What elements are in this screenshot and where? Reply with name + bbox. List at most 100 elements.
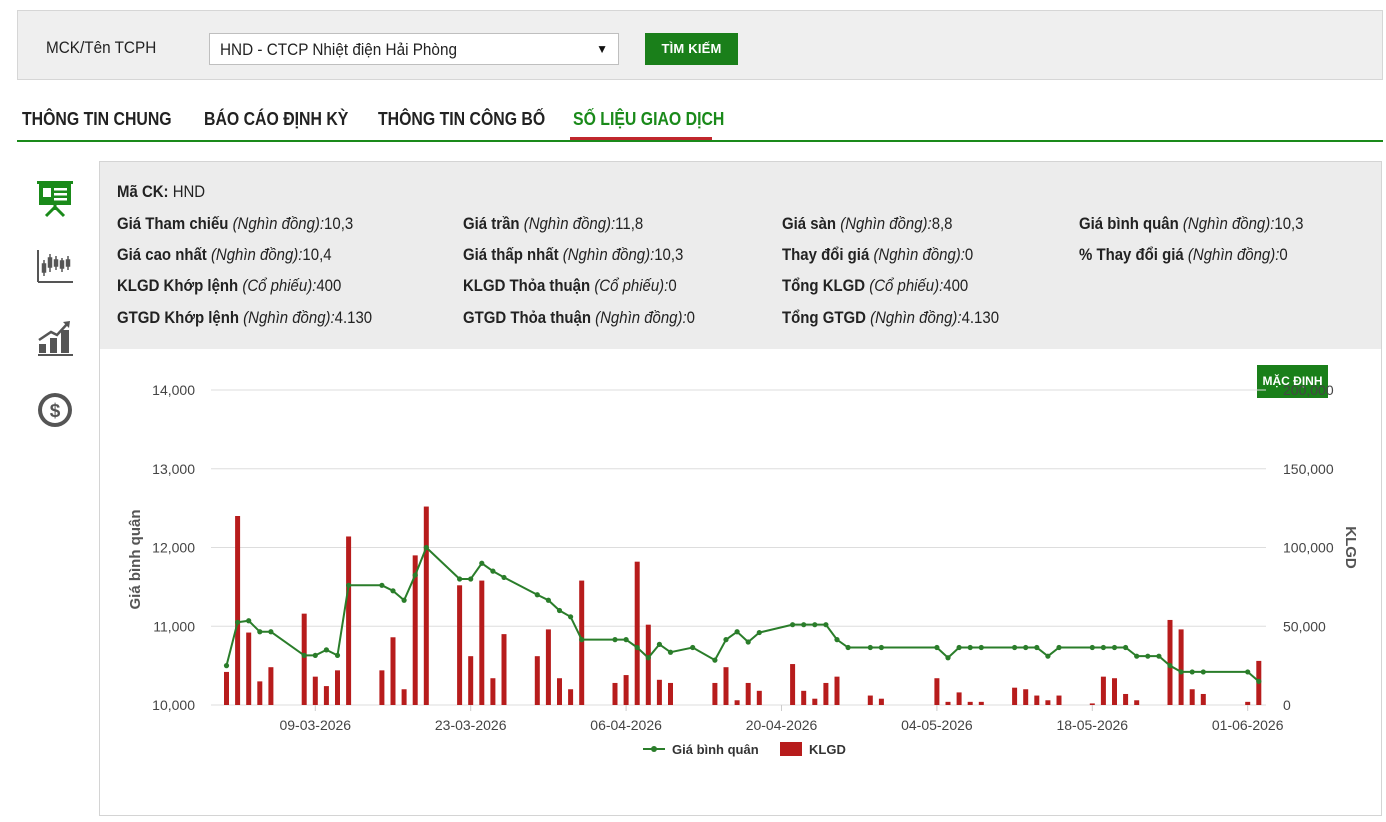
- matched-volume-info: KLGD Khớp lệnh (Cổ phiếu):400: [117, 276, 342, 295]
- price-point: [246, 618, 252, 624]
- price-point: [412, 572, 418, 578]
- price-point: [1189, 669, 1195, 675]
- price-point: [756, 629, 762, 636]
- y-left-tick-label: 13,000: [152, 461, 195, 477]
- volume-bar: [967, 701, 973, 705]
- tab-trading-data[interactable]: SỐ LIỆU GIAO DỊCH: [573, 109, 725, 129]
- price-point: [568, 614, 574, 620]
- price-point: [501, 574, 507, 581]
- price-point: [1034, 644, 1040, 651]
- volume-bar: [501, 634, 507, 705]
- volume-bar: [268, 667, 274, 705]
- price-point: [690, 644, 696, 651]
- price-point: [257, 629, 263, 635]
- price-point: [556, 607, 563, 614]
- bar-growth-icon[interactable]: [35, 318, 75, 358]
- volume-bar: [246, 632, 252, 705]
- company-select-value: HND - CTCP Nhiệt điện Hải Phòng: [220, 40, 457, 59]
- price-point: [579, 637, 585, 643]
- price-point: [712, 657, 718, 663]
- price-point: [1111, 644, 1118, 651]
- x-tick-label: 09-03-2026: [279, 717, 351, 733]
- price-point: [1089, 644, 1095, 651]
- volume-bar: [323, 686, 329, 705]
- volume-bar: [712, 682, 718, 705]
- svg-text:$: $: [50, 401, 61, 422]
- price-point: [534, 592, 540, 598]
- matched-value-info: GTGD Khớp lệnh (Nghìn đồng):4.130: [117, 308, 373, 327]
- candlestick-icon[interactable]: [35, 246, 75, 286]
- pct-change-info: % Thay đổi giá (Nghìn đồng):0: [1079, 245, 1288, 264]
- volume-bar: [224, 671, 229, 705]
- dollar-coin-icon[interactable]: $: [35, 390, 75, 430]
- presentation-icon[interactable]: [35, 178, 75, 218]
- volume-bar: [534, 656, 540, 705]
- volume-bar: [745, 682, 751, 705]
- volume-bar: [956, 692, 962, 705]
- y-right-tick-label: 200,000: [1283, 382, 1334, 398]
- price-point: [645, 655, 651, 661]
- high-price-info: Giá cao nhất (Nghìn đồng):10,4: [117, 245, 332, 264]
- price-point: [1056, 644, 1062, 651]
- price-point: [967, 644, 973, 651]
- volume-bar: [545, 629, 551, 705]
- legend-bar-symbol: [780, 742, 802, 756]
- price-point: [656, 641, 663, 647]
- chart-axes: 14,000 200,000 13,000 150,000 12,000 100,000 1…: [127, 382, 1359, 733]
- volume-bar: [468, 656, 474, 705]
- price-point: [235, 619, 241, 625]
- low-price-info: Giá thấp nhất (Nghìn đồng):10,3: [463, 245, 684, 264]
- price-point: [734, 629, 740, 635]
- volume-bar: [945, 701, 951, 705]
- volume-bar: [801, 690, 807, 705]
- volume-bar: [656, 679, 662, 705]
- price-point: [379, 582, 385, 588]
- tab-general-info[interactable]: THÔNG TIN CHUNG: [22, 109, 172, 129]
- company-select[interactable]: HND - CTCP Nhiệt điện Hải Phòng ▼: [209, 33, 619, 65]
- volume-bar: [312, 676, 318, 705]
- negotiated-volume-info: KLGD Thỏa thuận (Cổ phiếu):0: [463, 276, 677, 295]
- legend-label-price: Giá bình quân: [672, 742, 759, 757]
- price-point: [801, 622, 807, 628]
- tab-bar: THÔNG TIN CHUNG BÁO CÁO ĐỊNH KỲ THÔNG TI…: [17, 100, 1383, 142]
- price-point: [845, 644, 851, 651]
- volume-bar: [1112, 678, 1117, 705]
- volume-bar: [1012, 687, 1018, 705]
- search-bar: MCK/Tên TCPH HND - CTCP Nhiệt điện Hải P…: [17, 10, 1383, 80]
- price-point: [390, 588, 396, 594]
- trading-data-panel: Mã CK: HND Giá Tham chiếu (Nghìn đồng):1…: [99, 161, 1382, 816]
- volume-bar: [457, 585, 463, 705]
- price-point: [301, 652, 307, 658]
- search-button[interactable]: TÌM KIẾM: [645, 33, 738, 65]
- tab-periodic-reports[interactable]: BÁO CÁO ĐỊNH KỲ: [204, 109, 349, 129]
- default-button[interactable]: MẶC ĐỊNH: [1257, 365, 1328, 398]
- price-point: [667, 649, 674, 655]
- y-left-tick-label: 14,000: [152, 382, 195, 398]
- price-line: [223, 544, 1262, 684]
- price-point: [834, 637, 840, 643]
- y-left-tick-label: 12,000: [152, 540, 195, 556]
- volume-bar: [1045, 700, 1051, 705]
- x-tick-label: 18-05-2026: [1056, 717, 1128, 733]
- volume-bar: [867, 695, 873, 705]
- tab-disclosures[interactable]: THÔNG TIN CÔNG BỐ: [378, 109, 546, 129]
- volume-bar: [823, 682, 829, 705]
- price-point: [346, 582, 352, 588]
- x-tick-label: 23-03-2026: [435, 717, 507, 733]
- price-point: [812, 622, 818, 628]
- volume-bar: [335, 670, 340, 705]
- trading-summary: Mã CK: HND Giá Tham chiếu (Nghìn đồng):1…: [100, 162, 1381, 349]
- volume-bar: [834, 676, 840, 705]
- volume-bar: [623, 675, 629, 705]
- price-point: [1045, 653, 1051, 659]
- ticker-info: Mã CK: HND: [117, 182, 206, 201]
- ref-price-info: Giá Tham chiếu (Nghìn đồng):10,3: [117, 214, 354, 233]
- price-point: [723, 637, 729, 643]
- volume-bar: [568, 689, 574, 705]
- price-point: [1145, 653, 1151, 659]
- price-point: [978, 644, 984, 651]
- price-point: [1256, 678, 1262, 684]
- price-point: [867, 644, 873, 651]
- price-point: [1245, 669, 1251, 675]
- legend-label-volume: KLGD: [809, 742, 846, 757]
